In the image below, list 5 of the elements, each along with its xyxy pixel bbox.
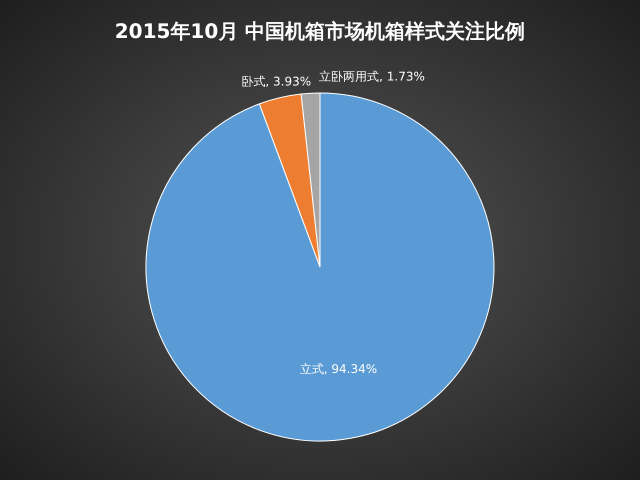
pie-slice [146, 92, 494, 442]
slice-label: 立式, 94.34% [300, 362, 378, 376]
slice-label: 立卧两用式, 1.73% [319, 70, 425, 84]
slice-label: 卧式, 3.93% [241, 74, 312, 88]
chart-title: 2015年10月 中国机箱市场机箱样式关注比例 [114, 19, 526, 43]
